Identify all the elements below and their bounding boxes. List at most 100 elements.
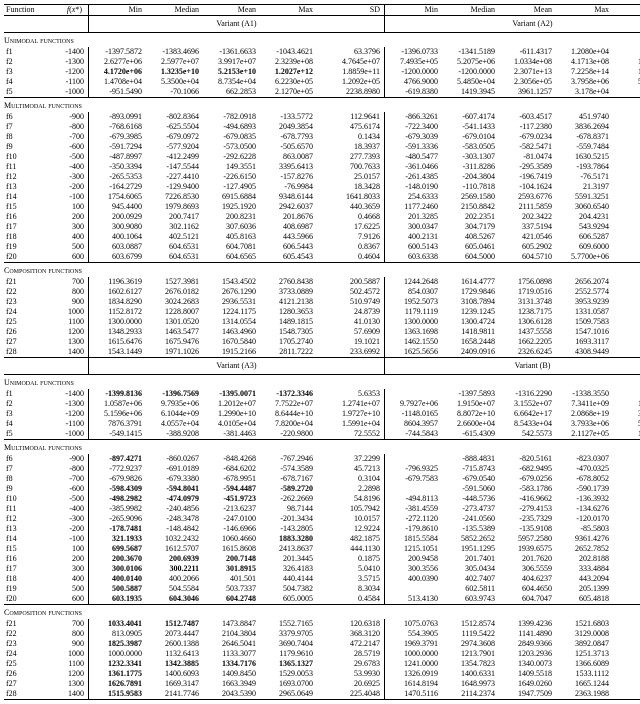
cell: 200.9458 xyxy=(385,554,443,564)
cell: 0.4604 xyxy=(317,252,385,263)
cell: -193.7864 xyxy=(556,162,613,172)
cell: 54.8196 xyxy=(317,494,385,504)
cell: 604.7047 xyxy=(499,594,556,605)
cell: 402.7407 xyxy=(442,574,499,584)
cell: 19.1021 xyxy=(317,337,385,347)
cell: 1947.7509 xyxy=(499,689,556,700)
cell: 452.8743 xyxy=(613,347,640,358)
cell: -866.3261 xyxy=(385,112,443,122)
cell: 4121.2138 xyxy=(260,297,317,307)
cell: 200.7148 xyxy=(203,554,260,564)
cell: 395.0886 xyxy=(613,639,640,649)
cell: 268.6724 xyxy=(613,112,640,122)
cell: -583.0505 xyxy=(442,142,499,152)
cell: 2.5977e+07 xyxy=(146,57,203,67)
cell: f27 xyxy=(4,337,48,347)
cell: 1203.2936 xyxy=(499,649,556,659)
cell: 6.6642e+17 xyxy=(499,409,556,419)
cell: 1060.4660 xyxy=(203,534,260,544)
cell: -1100 xyxy=(48,419,89,429)
cell: -498.2982 xyxy=(89,494,147,504)
cell: 2.1270e+05 xyxy=(260,87,317,98)
cell: 482.1875 xyxy=(317,534,385,544)
cell: 2043.5390 xyxy=(203,689,260,700)
cell: 1.5040e+09 xyxy=(613,399,640,409)
cell: 120.6318 xyxy=(317,619,385,629)
cell: 0.8367 xyxy=(317,242,385,252)
cell: 513.4130 xyxy=(385,594,443,605)
cell: 3961.1257 xyxy=(499,87,556,98)
cell: f13 xyxy=(4,182,48,192)
cell: -800 xyxy=(48,122,89,132)
cell: 1952.5073 xyxy=(385,297,443,307)
cell: 18.3937 xyxy=(317,142,385,152)
cell: 543.9294 xyxy=(556,222,613,232)
cell: 1473.8847 xyxy=(203,619,260,629)
cell: -1399.8136 xyxy=(89,389,147,399)
cell: -782.0918 xyxy=(203,112,260,122)
cell: 1463.5477 xyxy=(146,327,203,337)
cell: 1834.8290 xyxy=(89,297,147,307)
cell: 1.0334e+08 xyxy=(499,57,556,67)
cell: 2.0868e+19 xyxy=(556,409,613,419)
cell: 1625.5656 xyxy=(385,347,443,358)
cell: -265.5353 xyxy=(89,172,147,182)
cell: -451.9723 xyxy=(203,494,260,504)
cell: 1232.3341 xyxy=(89,659,147,669)
cell: 7.4935e+05 xyxy=(385,57,443,67)
cell: -679.7583 xyxy=(385,474,443,484)
cell: -248.3478 xyxy=(146,514,203,524)
cell: 200.3670 xyxy=(89,554,147,564)
cell: 1729.9846 xyxy=(442,287,499,297)
cell: f8 xyxy=(4,132,48,142)
cell: 0.4690 xyxy=(613,554,640,564)
cell: 3.5715 xyxy=(317,574,385,584)
cell: 2942.6037 xyxy=(260,202,317,212)
cell: 2760.8438 xyxy=(260,277,317,287)
cell: 201.7401 xyxy=(442,554,499,564)
cell: 37.4839 xyxy=(613,172,640,182)
cell: -300 xyxy=(48,172,89,182)
cell: 8.3034 xyxy=(317,584,385,594)
cell: 3060.6540 xyxy=(556,202,613,212)
cell: f14 xyxy=(4,192,48,202)
cell: 3953.9239 xyxy=(556,297,613,307)
cell: -241.0560 xyxy=(442,514,499,524)
cell: 4766.9000 xyxy=(385,77,443,87)
cell xyxy=(4,16,48,33)
cell xyxy=(4,700,640,701)
cell: -129.9400 xyxy=(146,182,203,192)
cell: 2.6600e+04 xyxy=(442,419,499,429)
cell: -744.5843 xyxy=(385,429,443,440)
cell: -678.8371 xyxy=(556,132,613,142)
cell: -823.0307 xyxy=(556,454,613,464)
cell: 5.7700e+06 xyxy=(556,252,613,263)
cell: 3.178e+04 xyxy=(556,87,613,98)
cell: 937.8864 xyxy=(613,192,640,202)
cell: 201.3285 xyxy=(385,212,443,222)
cell: f17 xyxy=(4,564,48,574)
cell: 6915.6884 xyxy=(203,192,260,202)
cell: 103.2677 xyxy=(613,464,640,474)
cell: 5.1891 xyxy=(613,142,640,152)
cell: -147.5544 xyxy=(146,162,203,172)
cell: -412.2499 xyxy=(146,152,203,162)
cell: 39.6921 xyxy=(613,232,640,242)
cell: 202.3422 xyxy=(499,212,556,222)
cell: f4 xyxy=(4,77,48,87)
cell: 100 xyxy=(48,544,89,554)
cell: 1228.8007 xyxy=(146,307,203,317)
cell: 500.5887 xyxy=(89,584,147,594)
cell: 3395.6413 xyxy=(260,162,317,172)
cell: 2965.0649 xyxy=(260,689,317,700)
cell: -1400 xyxy=(48,389,89,399)
cell: 354.9633 xyxy=(613,287,640,297)
cell: 20.6925 xyxy=(317,679,385,689)
cell: -303.1307 xyxy=(442,152,499,162)
cell: 0.6499 xyxy=(613,212,640,222)
cell: 8.5433e+04 xyxy=(499,419,556,429)
cell: 1.2080e+04 xyxy=(556,47,613,57)
cell: 1331.0587 xyxy=(556,307,613,317)
cell: 500 xyxy=(48,584,89,594)
cell: 7.9126 xyxy=(317,232,385,242)
